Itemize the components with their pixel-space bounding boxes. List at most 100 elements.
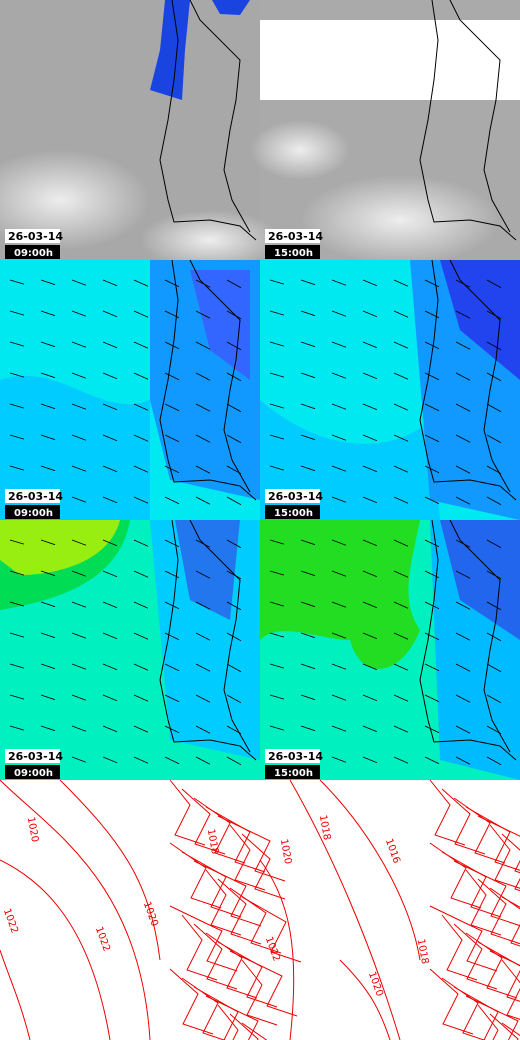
wind-arrow — [102, 403, 118, 411]
contour-line — [241, 896, 302, 963]
wind-arrow — [226, 570, 242, 580]
wind-arrow — [133, 570, 149, 578]
contour-line — [169, 779, 206, 846]
wind-arrow — [195, 434, 211, 443]
wind-arrow — [226, 372, 242, 382]
wind-arrow — [300, 601, 316, 608]
pressure-row — [0, 779, 520, 1040]
wind-arrow — [300, 539, 316, 546]
contour-line — [429, 842, 482, 909]
wind-arrow — [40, 694, 56, 701]
wind-arrow — [455, 570, 471, 579]
wind-arrow — [102, 570, 118, 578]
wind-arrow — [133, 403, 149, 411]
wind-arrow — [226, 310, 242, 320]
contour-line — [453, 923, 498, 990]
wind-arrow — [195, 279, 211, 288]
wind-arrow — [226, 694, 242, 704]
wind-arrow — [362, 434, 378, 442]
contour-label: 1018 — [317, 814, 332, 841]
wind-arrow — [71, 725, 87, 732]
date-box — [265, 749, 320, 763]
wind-arrow — [226, 539, 242, 549]
wind-arrow — [164, 279, 180, 288]
wind-arrow — [331, 403, 347, 410]
wind-arrow — [393, 310, 409, 318]
contour-line — [477, 1004, 499, 1040]
wind-arrow — [486, 601, 502, 611]
wind-arrow — [455, 539, 471, 548]
wind-arrow — [9, 663, 25, 669]
wind-arrow — [455, 694, 471, 703]
wind-arrow — [424, 632, 440, 641]
wind-arrow — [486, 434, 502, 444]
wind-arrow — [393, 725, 409, 733]
contour-line — [453, 986, 499, 1040]
wind-arrow — [269, 632, 285, 638]
contour-line — [489, 824, 520, 889]
wind-arrow — [331, 341, 347, 348]
wind-arrow — [71, 663, 87, 670]
wind-arrow — [331, 570, 347, 577]
contour-line — [229, 824, 266, 891]
wind-arrow — [164, 539, 180, 548]
wind-arrow — [9, 434, 25, 440]
wind-arrow — [393, 632, 409, 640]
wind-arrow — [393, 539, 409, 547]
wind-arrow — [486, 403, 502, 413]
wind-arrow — [133, 496, 149, 504]
wind-arrow — [102, 756, 118, 764]
wind-arrow — [164, 663, 180, 672]
wind-arrow — [300, 372, 316, 379]
wind-arrow — [133, 725, 149, 733]
wind-arrow — [133, 539, 149, 547]
wind-arrow — [195, 601, 211, 610]
wind-arrow — [71, 601, 87, 608]
wind-arrow — [164, 632, 180, 641]
wind-arrow — [300, 570, 316, 577]
wind-arrow — [164, 756, 180, 765]
time-label: 09:00h — [14, 248, 53, 259]
contour-line — [429, 968, 474, 1035]
wind-arrow — [393, 756, 409, 764]
wind-arrow — [9, 539, 25, 545]
contour-line — [441, 788, 486, 855]
wind-arrow — [486, 570, 502, 580]
wind-arrow — [9, 310, 25, 316]
wind-arrow — [226, 279, 242, 289]
contour-line — [429, 779, 466, 846]
contour-line — [169, 968, 214, 1035]
wind-arrow — [300, 434, 316, 441]
wind-arrow — [102, 341, 118, 349]
contour-line — [489, 950, 520, 966]
wind-arrow — [9, 403, 25, 409]
wind-arrow — [331, 601, 347, 608]
contour-line — [181, 788, 226, 855]
wind-arrow — [102, 663, 118, 671]
date-box — [5, 749, 60, 763]
wind-arrow — [9, 279, 25, 285]
wind-arrow — [40, 434, 56, 441]
wind-arrow — [393, 403, 409, 411]
wind-arrow — [133, 632, 149, 640]
wind-arrow — [486, 279, 502, 289]
wind-arrow — [362, 601, 378, 609]
wind-arrow — [226, 434, 242, 444]
contour-line — [441, 977, 486, 1040]
time-label: 15:00h — [274, 248, 313, 259]
wind-arrow — [133, 372, 149, 380]
wind-arrow — [300, 465, 316, 472]
contour-label: 1020 — [25, 816, 40, 843]
contour-line — [181, 851, 242, 918]
wind-arrow — [393, 663, 409, 671]
wind-arrow — [226, 632, 242, 642]
wind-arrow — [40, 465, 56, 472]
contour-line — [441, 851, 502, 918]
wind-arrow — [362, 725, 378, 733]
wind-arrow — [393, 465, 409, 473]
wind-arrow — [362, 570, 378, 578]
wind-arrow — [9, 632, 25, 638]
wind-arrow — [71, 279, 87, 286]
wind-arrow — [362, 632, 378, 640]
